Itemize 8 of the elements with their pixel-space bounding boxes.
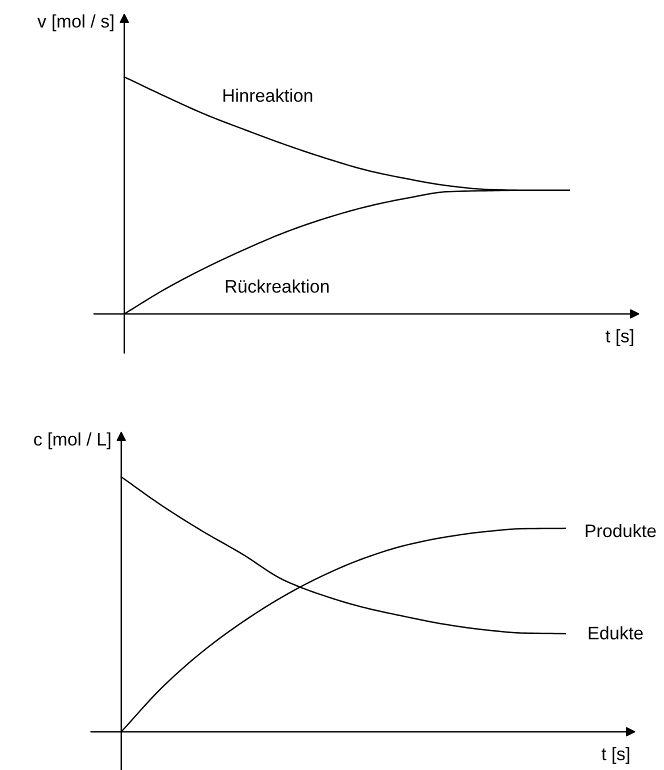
y-axis-title: c [mol / L] — [34, 432, 110, 450]
series-label: Hinreaktion — [223, 88, 312, 102]
series-label: Rückreaktion — [226, 280, 329, 293]
y-axis-title: v [mol / s] — [37, 14, 114, 32]
x-axis-title: t [s] — [606, 329, 634, 346]
series-label: Edukte — [588, 626, 643, 640]
series-label: Produkte — [586, 524, 656, 538]
x-axis-title: t [s] — [602, 747, 630, 764]
